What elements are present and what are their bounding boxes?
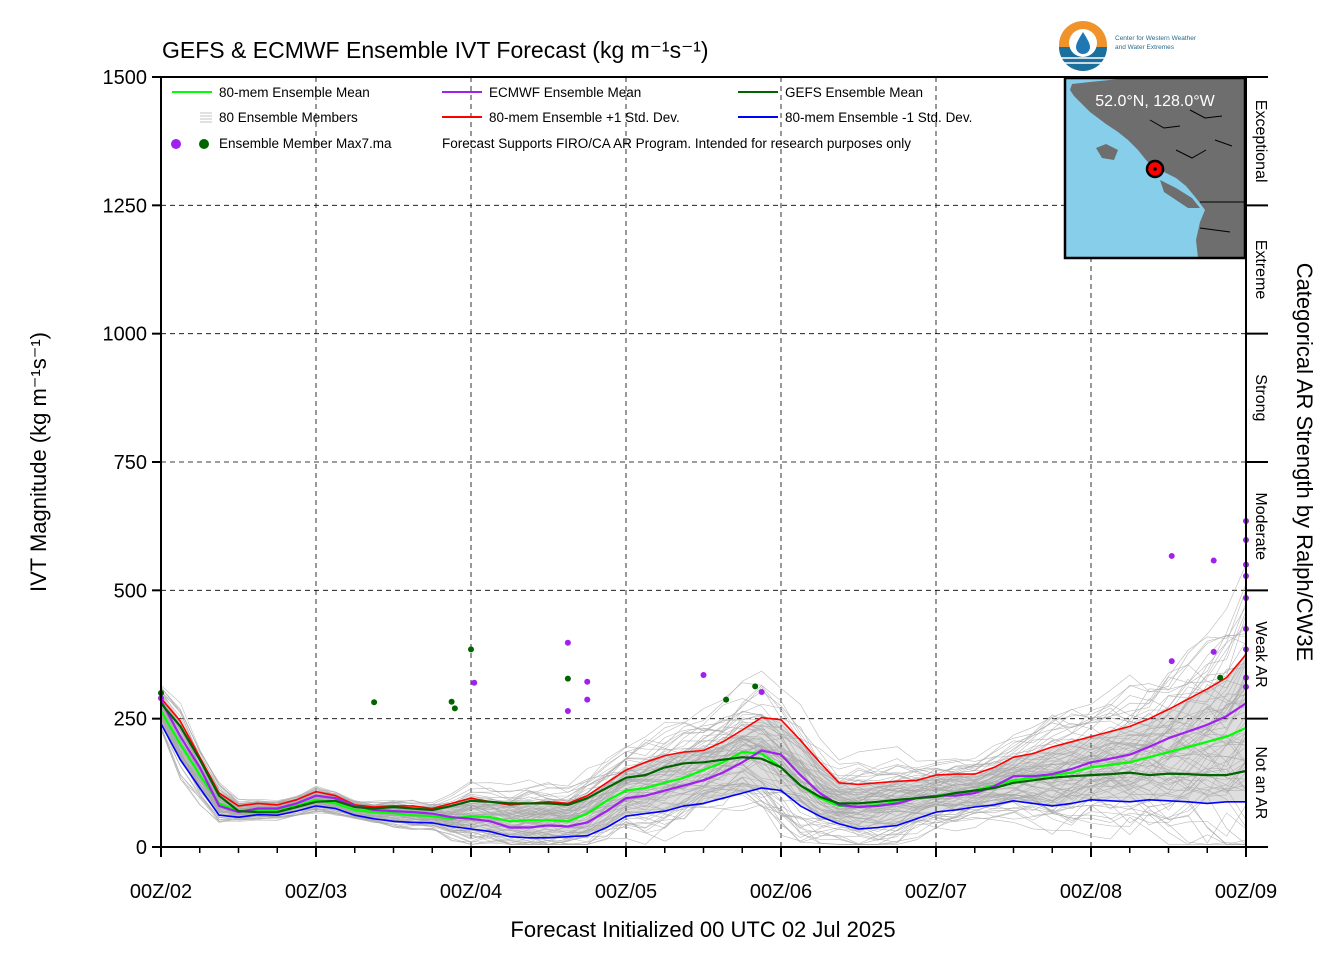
max-point-ecmwf bbox=[700, 672, 707, 679]
category-label: Strong bbox=[1252, 374, 1269, 421]
inset-island bbox=[1096, 144, 1118, 160]
series-line-4 bbox=[160, 723, 1246, 839]
max-point-ecmwf bbox=[471, 679, 478, 686]
y-tick-label: 500 bbox=[114, 580, 147, 602]
max-point-ecmwf bbox=[564, 639, 571, 646]
x-tick-label: 00Z/03 bbox=[285, 881, 347, 903]
x-tick-label: 00Z/08 bbox=[1060, 881, 1122, 903]
y-tick-label: 1250 bbox=[103, 195, 148, 217]
ensemble-member-line bbox=[160, 721, 1247, 843]
max-point-ecmwf bbox=[758, 688, 765, 695]
ensemble-member-line bbox=[160, 610, 1247, 810]
inset-map: 52.0°N, 128.0°W bbox=[1063, 76, 1247, 260]
y-tick-label: 750 bbox=[114, 452, 147, 474]
ensemble-member-line bbox=[160, 602, 1247, 806]
legend-dot-ecmwf bbox=[171, 139, 181, 149]
max-point-gefs bbox=[468, 646, 474, 653]
ensemble-member-line bbox=[160, 614, 1247, 807]
inset-borders bbox=[1149, 109, 1245, 233]
x-tick-label: 00Z/05 bbox=[595, 881, 657, 903]
ensemble-member-line bbox=[160, 729, 1247, 845]
max-point-ecmwf bbox=[564, 707, 571, 714]
ensemble-member-line bbox=[160, 634, 1247, 806]
series-line-0 bbox=[160, 710, 1247, 823]
category-label: Exceptional bbox=[1252, 100, 1269, 183]
max-point-gefs bbox=[723, 696, 730, 703]
legend-label-max: Ensemble Member Max7.ma bbox=[219, 136, 392, 151]
y-tick-label: 0 bbox=[136, 837, 147, 859]
disclaimer: Forecast Supports FIRO/CA AR Program. In… bbox=[442, 136, 911, 151]
ensemble-member-line bbox=[160, 728, 1246, 845]
location-marker-dot-icon bbox=[1153, 167, 1157, 171]
series-line-3 bbox=[160, 653, 1247, 810]
inset-label: 52.0°N, 128.0°W bbox=[1095, 93, 1215, 110]
plot-frame bbox=[160, 76, 1247, 848]
legend-label-ecmwf: ECMWF Ensemble Mean bbox=[489, 85, 641, 100]
chart-title: GEFS & ECMWF Ensemble IVT Forecast (kg m… bbox=[162, 37, 709, 63]
legend-dot-gefs bbox=[199, 139, 209, 149]
category-label: Weak AR bbox=[1252, 621, 1269, 687]
max-point-gefs bbox=[451, 705, 458, 712]
max-point-ecmwf bbox=[1210, 557, 1217, 564]
max-point-ecmwf bbox=[1168, 552, 1175, 559]
inset-island-2 bbox=[1160, 180, 1200, 208]
max-point-gefs bbox=[371, 699, 378, 706]
logo-text-2: and Water Extremes bbox=[1115, 44, 1175, 51]
logo-text-1: Center for Western Weather bbox=[1115, 35, 1197, 42]
y-tick-label: 1500 bbox=[103, 67, 148, 89]
legend-label-gefs: GEFS Ensemble Mean bbox=[785, 85, 923, 100]
x-tick-label: 00Z/06 bbox=[750, 881, 812, 903]
ensemble-member-line bbox=[160, 728, 1246, 845]
series-line-1 bbox=[160, 700, 1247, 829]
x-tick-label: 00Z/07 bbox=[905, 881, 967, 903]
legend-label-minus-std: 80-mem Ensemble -1 Std. Dev. bbox=[785, 110, 972, 125]
ensemble-member-line bbox=[160, 722, 1247, 845]
logo-water-icon bbox=[1059, 47, 1107, 71]
x-axis-label: Forecast Initialized 00 UTC 02 Jul 2025 bbox=[510, 917, 895, 942]
ensemble-member-line bbox=[160, 726, 1246, 845]
x-tick-label: 00Z/09 bbox=[1215, 881, 1277, 903]
legend-label-members: 80 Ensemble Members bbox=[219, 110, 358, 125]
category-label: Moderate bbox=[1252, 492, 1269, 560]
series-line-2 bbox=[160, 702, 1247, 814]
x-tick-label: 00Z/02 bbox=[130, 881, 192, 903]
legend-label-mean: 80-mem Ensemble Mean bbox=[219, 85, 370, 100]
inset-frame bbox=[1063, 76, 1247, 260]
category-label: Extreme bbox=[1252, 240, 1269, 300]
legend-label-plus-std: 80-mem Ensemble +1 Std. Dev. bbox=[489, 110, 680, 125]
y-axis-label: IVT Magnitude (kg m⁻¹s⁻¹) bbox=[26, 332, 51, 592]
max-point-ecmwf bbox=[584, 696, 591, 703]
max-point-gefs bbox=[564, 675, 571, 682]
max-point-gefs bbox=[448, 698, 455, 705]
max-point-gefs bbox=[752, 683, 759, 690]
max-point-ecmwf bbox=[1168, 658, 1175, 665]
max-point-ecmwf bbox=[584, 678, 591, 685]
legend-swatch-members bbox=[200, 112, 212, 123]
legend: 80-mem Ensemble Mean ECMWF Ensemble Mean… bbox=[171, 85, 972, 151]
x-tick-label: 00Z/04 bbox=[440, 881, 502, 903]
y-tick-label: 1000 bbox=[103, 324, 148, 346]
category-label: Not an AR bbox=[1252, 746, 1269, 819]
cw3e-logo: Center for Western Weather and Water Ext… bbox=[1059, 21, 1197, 71]
max-point-gefs bbox=[1217, 674, 1224, 681]
logo-drop-icon bbox=[1076, 32, 1090, 54]
max-point-ecmwf bbox=[1210, 648, 1217, 655]
y-axis-label-right: Categorical AR Strength by Ralph/CW3E bbox=[1292, 263, 1317, 662]
y-tick-label: 250 bbox=[114, 709, 147, 731]
